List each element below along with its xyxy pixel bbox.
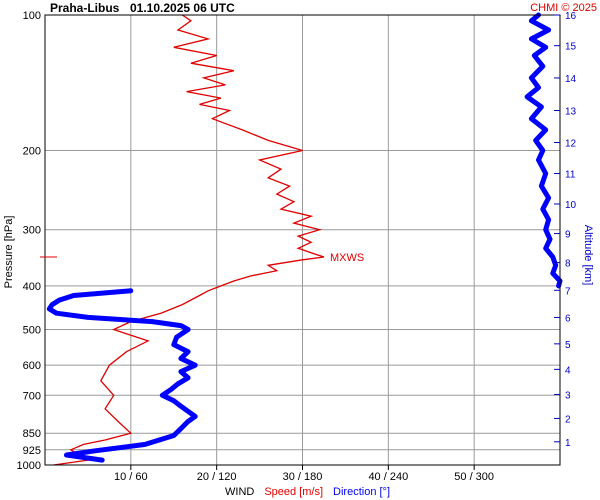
altitude-tick-label-16: 16 [565,11,577,22]
direction-series-line-2 [46,288,198,463]
wind-tick-label-4: 40 / 240 [368,471,408,483]
pressure-tick-label-600: 600 [23,360,41,372]
pressure-tick-label-1000: 1000 [17,460,41,472]
altitude-tick-label-3: 3 [565,390,571,401]
pressure-tick-label-200: 200 [23,145,41,157]
x-axis-direction-label: Direction [°] [333,486,390,498]
pressure-tick-label-700: 700 [23,390,41,402]
altitude-tick-label-14: 14 [565,74,577,85]
altitude-tick-label-6: 6 [565,313,571,324]
pressure-tick-label-400: 400 [23,281,41,293]
datetime-title: 01.10.2025 06 UTC [130,1,235,15]
x-axis-title: WIND Speed [m/s] Direction [°] [225,486,390,498]
wind-tick-label-5: 50 / 300 [454,471,494,483]
altitude-tick-label-5: 5 [565,340,571,351]
x-axis-wind-label: WIND [225,486,254,498]
wind-tick-label-1: 10 / 60 [114,471,148,483]
speed-series-line [53,14,325,466]
altitude-tick-label-7: 7 [565,286,571,297]
wind-tick-label-2: 20 / 120 [197,471,237,483]
altitude-tick-label-12: 12 [565,138,577,149]
altitude-tick-label-10: 10 [565,200,577,211]
direction-series-line-1 [524,12,563,289]
pressure-tick-label-925: 925 [23,445,41,457]
altitude-tick-label-8: 8 [565,259,571,270]
altitude-tick-label-13: 13 [565,106,577,117]
wind-tick-label-3: 30 / 180 [283,471,323,483]
station-title: Praha-Libus [50,1,120,15]
altitude-tick-label-15: 15 [565,42,577,53]
series-layer [46,12,563,468]
altitude-tick-label-11: 11 [565,169,576,180]
altitude-tick-label-2: 2 [565,414,571,425]
pressure-tick-label-300: 300 [23,225,41,237]
mxws-annotation: MXWS [330,252,364,264]
pressure-tick-label-100: 100 [23,10,41,22]
altitude-tick-label-9: 9 [565,230,571,241]
pressure-tick-label-850: 850 [23,428,41,440]
y-axis-title: Pressure [hPa] [3,216,15,289]
x-axis-speed-label: Speed [m/s] [264,486,323,498]
copyright-label: CHMI © 2025 [530,2,597,14]
pressure-tick-label-500: 500 [23,325,41,337]
altitude-tick-label-4: 4 [565,365,571,376]
grid-layer [45,15,560,465]
altitude-tick-label-1: 1 [565,438,571,449]
y2-axis-title: Altitude [km] [582,225,594,286]
